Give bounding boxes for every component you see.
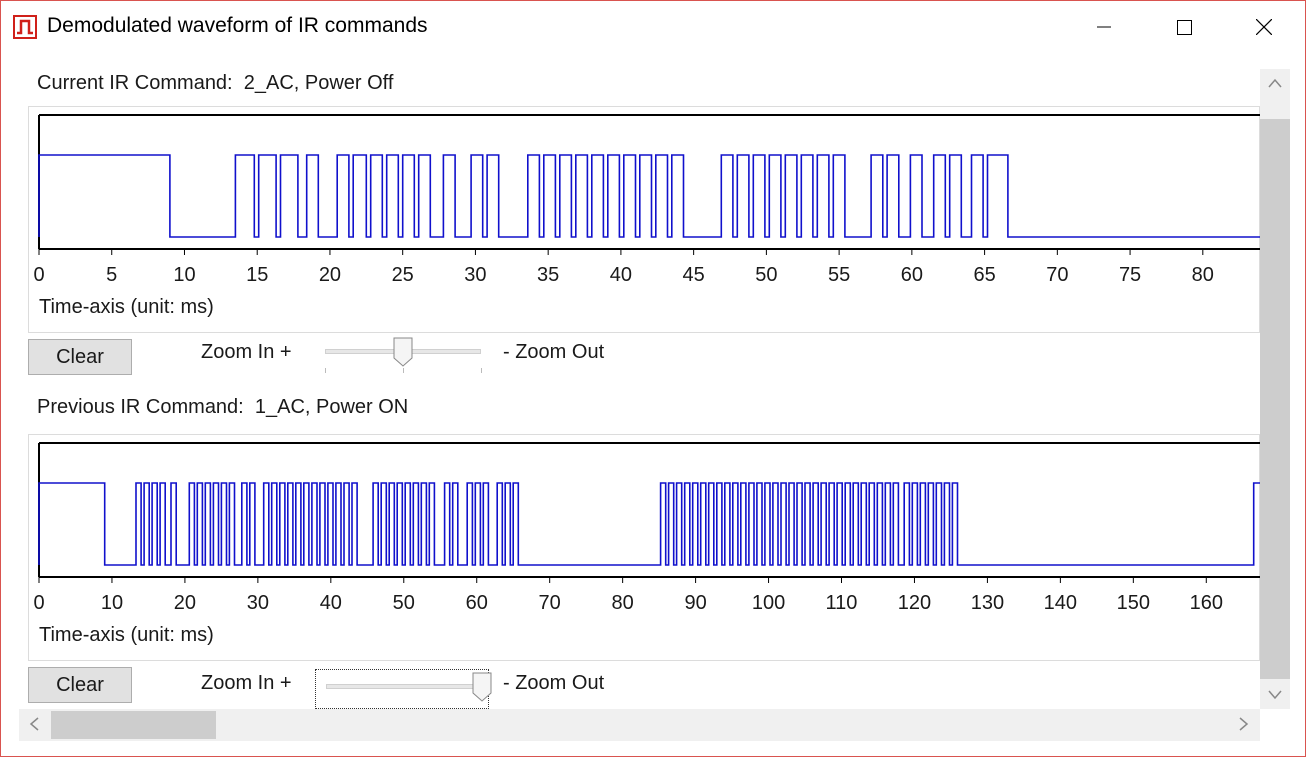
slider-tick [325,368,326,373]
x-tick-label: 40 [320,592,342,614]
current-waveform-panel: 0 5 10 15 20 25 30 35 40 45 50 55 60 65 70 75 80 Time-ax… [28,106,1261,333]
x-tick-label: 20 [319,264,341,286]
scroll-up-icon[interactable] [1268,75,1282,93]
scroll-left-icon[interactable] [29,717,39,736]
scroll-down-icon[interactable] [1268,687,1282,705]
horizontal-scrollbar-thumb[interactable] [51,711,216,739]
x-tick-label: 130 [971,592,1004,614]
x-tick-label: 30 [247,592,269,614]
x-tick-label: 30 [464,264,486,286]
title-bar: Demodulated waveform of IR commands [1,1,1305,53]
x-tick-label: 20 [174,592,196,614]
previous-axis-caption: Time-axis (unit: ms) [39,624,214,646]
x-tick-label: 140 [1044,592,1077,614]
slider-thumb[interactable] [393,337,413,367]
x-tick-label: 75 [1119,264,1141,286]
waveform-series-line [38,482,1261,566]
x-tick-label: 25 [392,264,414,286]
x-tick-label: 0 [33,592,44,614]
scroll-right-icon[interactable] [1239,717,1249,736]
current-waveform-chart: 0 5 10 15 20 25 30 35 40 45 50 55 60 65 70 75 80 [33,114,1261,286]
horizontal-scrollbar[interactable] [19,709,1260,741]
x-tick-label: 50 [755,264,777,286]
x-tick-label: 55 [828,264,850,286]
x-tick-label: 15 [246,264,268,286]
x-tick-label: 35 [537,264,559,286]
x-tick-label: 120 [898,592,931,614]
previous-waveform-chart: 0 10 20 30 40 50 60 70 80 90 100 110 120 130 140 150 160 [33,442,1261,614]
current-zoom-out-label: - Zoom Out [503,341,605,363]
maximize-button[interactable] [1161,5,1207,49]
previous-zoom-out-label: - Zoom Out [503,672,605,694]
x-tick-label: 60 [466,592,488,614]
slider-track [326,684,482,689]
x-tick-label: 5 [106,264,117,286]
x-tick-label: 70 [1046,264,1068,286]
previous-clear-button[interactable]: Clear [28,667,132,703]
current-axis-caption: Time-axis (unit: ms) [39,296,214,318]
vertical-scrollbar-thumb[interactable] [1260,119,1290,679]
x-tick-label: 40 [610,264,632,286]
minimize-button[interactable] [1081,5,1127,49]
previous-zoom-slider[interactable] [315,669,492,709]
x-tick-label: 0 [33,264,44,286]
vertical-scrollbar[interactable] [1260,69,1290,709]
current-command-label: Current IR Command: 2_AC, Power Off [37,72,394,94]
waveform-series-line [38,154,1261,238]
x-tick-label: 110 [826,592,858,614]
previous-zoom-in-label: Zoom In + [201,672,292,694]
x-tick-label: 100 [752,592,785,614]
slider-thumb[interactable] [472,672,492,702]
previous-command-label: Previous IR Command: 1_AC, Power ON [37,396,409,418]
x-tick-label: 80 [612,592,634,614]
x-tick-label: 10 [173,264,195,286]
x-tick-label: 45 [683,264,705,286]
x-tick-label: 70 [539,592,561,614]
close-button[interactable] [1241,5,1287,49]
current-zoom-slider[interactable] [315,335,489,375]
x-tick-label: 60 [901,264,923,286]
x-tick-label: 90 [684,592,706,614]
pulse-wave-icon [13,15,37,39]
x-tick-label: 10 [101,592,123,614]
slider-tick [403,368,404,373]
window-title: Demodulated waveform of IR commands [47,14,428,37]
previous-waveform-panel: 0 10 20 30 40 50 60 70 80 90 100 110 120 130 140 150 160… [28,434,1261,661]
x-tick-label: 80 [1192,264,1214,286]
current-clear-button[interactable]: Clear [28,339,132,375]
slider-tick [481,368,482,373]
current-zoom-in-label: Zoom In + [201,341,292,363]
x-tick-label: 160 [1190,592,1223,614]
x-tick-label: 65 [973,264,995,286]
x-tick-label: 50 [393,592,415,614]
x-tick-label: 150 [1117,592,1150,614]
